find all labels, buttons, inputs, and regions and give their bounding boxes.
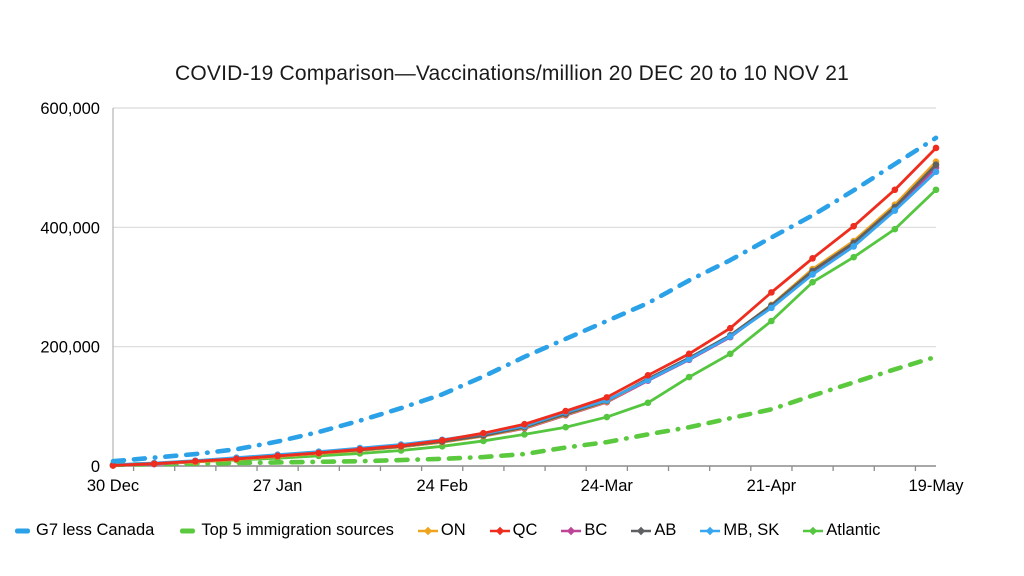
series-line-mb-sk (112, 170, 937, 467)
y-axis-label: 200,000 (40, 339, 100, 357)
legend-item-bc: BC (560, 521, 607, 540)
legend-marker-icon (489, 526, 510, 535)
legend-marker-icon (561, 526, 582, 535)
y-axis-label: 600,000 (40, 100, 100, 118)
legend-item-qc: QC (489, 521, 538, 540)
legend-item-g7-less-canada: G7 less Canada (12, 521, 154, 540)
x-axis-label: 21-Apr (747, 477, 797, 495)
legend-marker-icon (15, 528, 30, 533)
legend-item-top-5-immigration-sources: Top 5 immigration sources (177, 521, 394, 540)
legend-marker-icon (417, 526, 438, 535)
y-axis-label: 400,000 (40, 219, 100, 237)
legend-label: QC (512, 521, 538, 539)
legend-item-on: ON (417, 521, 466, 540)
legend-label: MB, SK (723, 521, 780, 539)
chart-title: COVID-19 Comparison—Vaccinations/million… (175, 62, 849, 85)
legend-label: AB (654, 521, 677, 539)
series-line-qc (112, 146, 937, 467)
x-axis-label: 30 Dec (87, 477, 139, 495)
legend-label: ON (440, 521, 466, 539)
x-axis-label: 24-Mar (581, 477, 634, 495)
legend-marker-icon (180, 528, 196, 533)
legend-marker-icon (700, 526, 721, 535)
chart-legend: G7 less Canada Top 5 immigration sources O… (12, 521, 880, 540)
series-line-g7-less-canada (110, 135, 939, 464)
y-axis-label: 0 (91, 458, 100, 476)
legend-label: Top 5 immigration sources (201, 521, 394, 539)
series-line-ab (112, 163, 938, 467)
legend-item-atlantic: Atlantic (802, 521, 880, 540)
series-markers-qc (109, 144, 940, 469)
legend-marker-icon (803, 526, 824, 535)
legend-marker-icon (631, 526, 652, 535)
x-axis-label: 19-May (908, 477, 964, 495)
series-line-bc (112, 166, 937, 467)
legend-label: G7 less Canada (36, 521, 155, 539)
legend-label: BC (584, 521, 608, 539)
x-axis-label: 24 Feb (417, 477, 468, 495)
legend-item-ab: AB (630, 521, 676, 540)
series-line-on (112, 160, 938, 467)
legend-item-mb-sk: MB, SK (699, 521, 779, 540)
x-axis-label: 27 Jan (253, 477, 303, 495)
legend-label: Atlantic (826, 521, 881, 539)
series-line-top-5-immigration-sources (110, 354, 939, 468)
